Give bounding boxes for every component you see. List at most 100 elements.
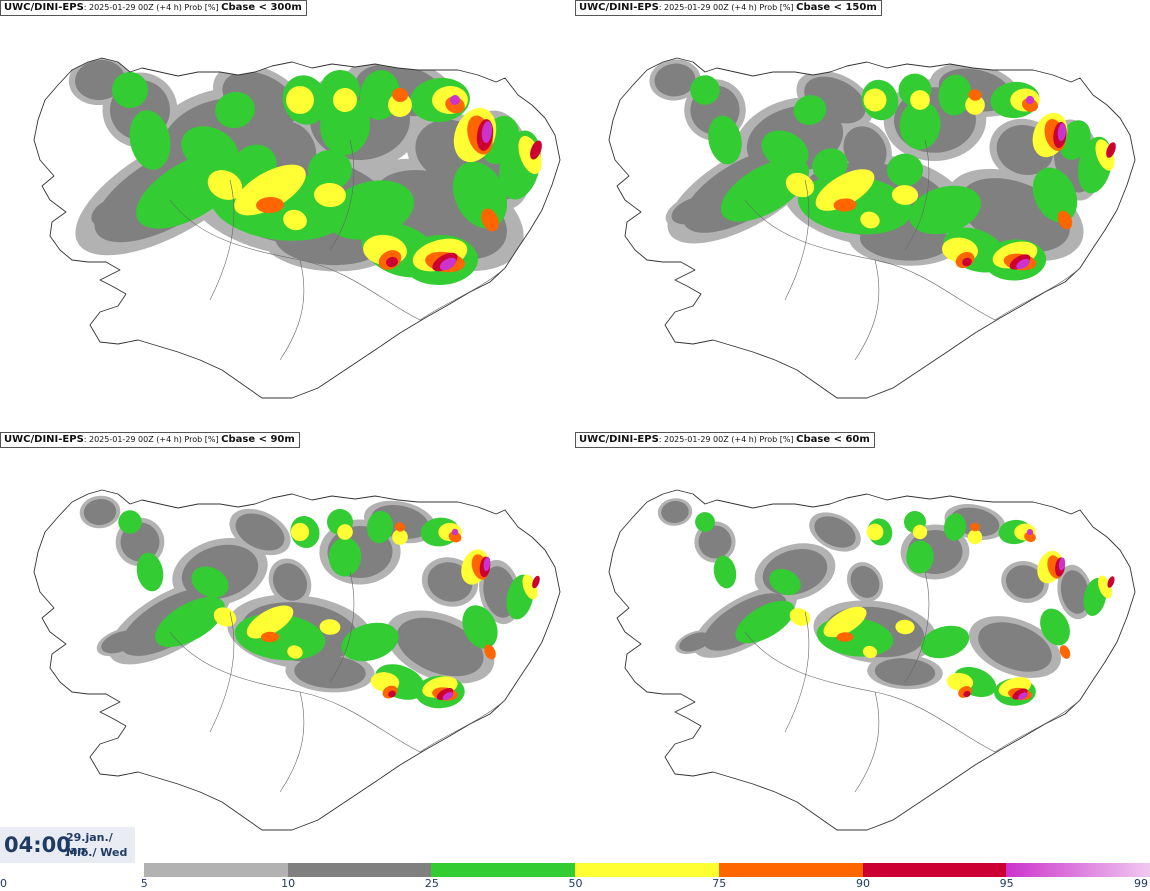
- probability-area: [978, 622, 1052, 672]
- probability-area: [735, 600, 795, 644]
- panel-title: UWC/DINI-EPS: 2025-01-29 00Z (+4 h) Prob…: [0, 432, 300, 448]
- probability-area: [793, 95, 827, 125]
- probability-area: [483, 556, 491, 572]
- coastline: [33, 489, 561, 831]
- probability-area: [484, 644, 496, 660]
- probability-area: [481, 208, 499, 232]
- valid-time-box: 04:00 29.jan./ Jan Mið./ Wed: [0, 827, 135, 863]
- colorbar-tick-label: 25: [424, 877, 439, 890]
- terrain-contours: [744, 139, 1081, 361]
- probability-area: [1057, 123, 1067, 141]
- probability-area: [860, 211, 880, 229]
- probability-area: [290, 522, 310, 542]
- probability-area: [1032, 167, 1078, 223]
- probability-area: [448, 531, 462, 543]
- valid-time-clock: 04:00: [4, 833, 71, 857]
- probability-area: [1057, 210, 1073, 230]
- probability-area: [260, 631, 280, 643]
- probability-area: [1107, 576, 1115, 588]
- probability-area: [1025, 95, 1035, 105]
- probability-area: [815, 169, 875, 211]
- probability-area: [812, 148, 848, 182]
- probability-area: [1058, 557, 1066, 571]
- colorbar-segment: [718, 863, 864, 877]
- probability-field: [649, 59, 1116, 281]
- probability-area: [833, 198, 857, 212]
- probability-area: [891, 185, 919, 205]
- coastline: [608, 57, 1136, 399]
- colorbar-tick-label: 0: [0, 877, 7, 890]
- probability-area: [294, 655, 366, 689]
- probability-area: [341, 622, 399, 662]
- probability-area: [436, 687, 454, 701]
- probability-area: [1012, 688, 1028, 700]
- panel-title: UWC/DINI-EPS: 2025-01-29 00Z (+4 h) Prob…: [0, 0, 307, 16]
- probability-area: [136, 552, 164, 592]
- probability-area: [1059, 645, 1071, 659]
- probability-area: [129, 110, 171, 170]
- probability-area: [386, 256, 398, 268]
- probability-area: [943, 513, 967, 541]
- coastline: [33, 57, 561, 399]
- probability-area: [392, 529, 408, 545]
- colorbar-tick-label: 50: [568, 877, 583, 890]
- colorbar-segment: [431, 863, 576, 877]
- probability-area: [661, 500, 689, 524]
- panel-title: UWC/DINI-EPS: 2025-01-29 00Z (+4 h) Prob…: [575, 0, 882, 16]
- probability-area: [899, 100, 941, 150]
- probability-field: [657, 498, 1115, 706]
- panel-title: UWC/DINI-EPS: 2025-01-29 00Z (+4 h) Prob…: [575, 432, 875, 448]
- probability-area: [920, 625, 970, 659]
- probability-area: [906, 540, 934, 574]
- probability-area: [713, 555, 737, 589]
- map-panel-cbase-150: UWC/DINI-EPS: 2025-01-29 00Z (+4 h) Prob…: [575, 0, 1150, 432]
- probability-area: [1016, 258, 1030, 270]
- probability-area: [392, 87, 408, 103]
- probability-area: [965, 95, 985, 115]
- map-panel-cbase-60: UWC/DINI-EPS: 2025-01-29 00Z (+4 h) Prob…: [575, 432, 1150, 864]
- probability-area: [862, 645, 878, 659]
- probability-area: [530, 140, 542, 160]
- colorbar-segment: [287, 863, 432, 877]
- probability-area: [962, 257, 972, 267]
- colorbar-segment: [862, 863, 1007, 877]
- probability-area: [442, 691, 454, 701]
- probability-area: [215, 91, 255, 129]
- probability-area: [967, 529, 983, 545]
- probability-area: [874, 658, 936, 686]
- probability-area: [155, 596, 225, 648]
- probability-area: [866, 523, 884, 541]
- iceland-map: [608, 489, 1136, 831]
- probability-area: [720, 158, 810, 222]
- colorbar-tick-label: 5: [140, 877, 148, 890]
- colorbar-tick-label: 99: [1134, 877, 1148, 890]
- coastline: [608, 489, 1136, 831]
- valid-weekday: Mið./ Wed: [66, 846, 128, 859]
- probability-colorbar: [144, 863, 1150, 877]
- colorbar-tick-label: 75: [712, 877, 727, 890]
- probability-area: [396, 617, 484, 677]
- terrain-contours: [169, 139, 506, 361]
- probability-area: [91, 192, 149, 228]
- colorbar-segment: [575, 863, 720, 877]
- probability-area: [963, 690, 971, 698]
- probability-area: [1005, 565, 1045, 599]
- probability-area: [451, 528, 459, 536]
- probability-area: [836, 632, 854, 642]
- probability-area: [235, 513, 285, 551]
- probability-area: [246, 605, 294, 639]
- probability-area: [908, 185, 982, 235]
- probability-area: [427, 562, 473, 602]
- probability-area: [286, 85, 314, 114]
- probability-area: [843, 126, 887, 174]
- probability-area: [366, 510, 394, 544]
- probability-area: [319, 95, 371, 155]
- colorbar-tick-label: 10: [281, 877, 296, 890]
- probability-area: [337, 524, 353, 540]
- probability-area: [263, 121, 317, 179]
- terrain-contours: [169, 571, 506, 793]
- terrain-contours: [744, 571, 1081, 793]
- probability-area: [314, 182, 346, 208]
- colorbar-segment: [144, 863, 289, 877]
- probability-field: [68, 58, 542, 286]
